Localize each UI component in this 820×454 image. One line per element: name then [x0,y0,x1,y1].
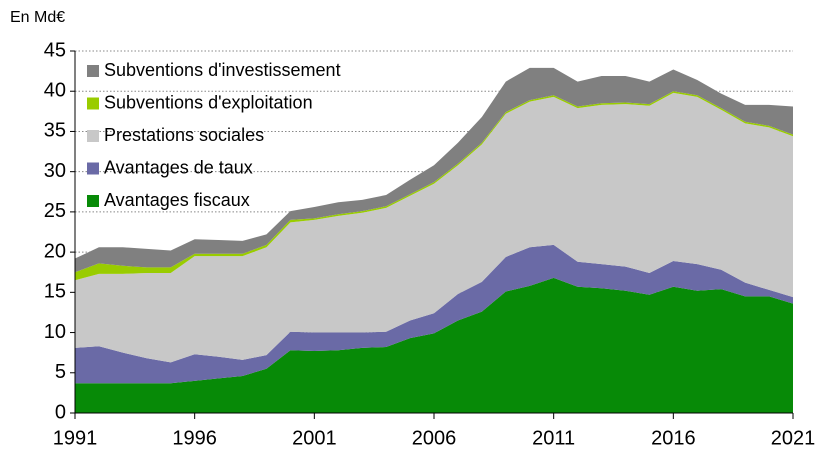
x-tick-label: 1991 [53,427,98,449]
y-tick-label: 10 [44,321,66,343]
legend-swatch [87,65,99,77]
legend-label: Subventions d'investissement [104,60,341,80]
legend-swatch [87,130,99,142]
area [75,92,793,363]
y-tick-label: 25 [44,200,66,222]
y-tick-label: 40 [44,80,66,102]
area [75,244,793,384]
legend-swatch [87,97,99,110]
legend-swatch [87,162,99,175]
legend-swatch [87,195,99,207]
legend-label: Avantages de taux [104,157,253,177]
x-tick-label: 2011 [532,427,575,449]
y-tick-label: 5 [55,361,66,383]
y-tick-label: 45 [44,39,66,61]
legend-label: Subventions d'exploitation [104,92,313,112]
y-tick-label: 0 [55,401,66,423]
y-tick-label: 30 [44,160,66,182]
x-tick-label: 2006 [412,427,457,449]
x-tick-label: 2021 [771,427,816,449]
x-tick-label: 2001 [292,427,337,449]
area [75,67,793,273]
x-tick-label: 2016 [651,427,696,449]
y-tick-label: 15 [44,281,66,303]
legend-label: Prestations sociales [104,125,264,145]
y-axis-label: En Md€ [10,9,65,26]
y-tick-label: 35 [44,120,66,142]
area [75,277,793,413]
x-tick-label: 1996 [172,427,217,449]
y-tick-label: 20 [44,240,66,262]
legend-label: Avantages fiscaux [104,190,250,210]
